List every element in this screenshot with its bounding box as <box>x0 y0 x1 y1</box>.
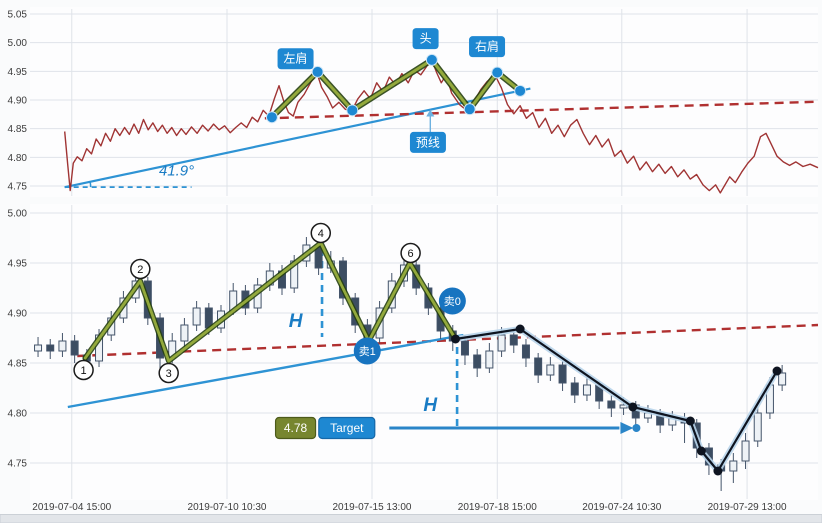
pattern-dot <box>491 66 504 79</box>
y-tick-label: 4.90 <box>8 309 28 320</box>
y-tick-label: 4.75 <box>8 459 28 470</box>
y-tick-label: 5.05 <box>8 10 28 21</box>
number-label-1: 1 <box>81 365 87 377</box>
number-circle-4 <box>310 222 332 244</box>
badge-neckline-label: 预线 <box>416 135 440 149</box>
pattern-dot <box>463 103 476 116</box>
y-tick-label: 4.80 <box>8 409 28 420</box>
sell-marker-label-0: 卖1 <box>359 345 376 358</box>
trendline-bottom <box>67 333 464 409</box>
candle-body <box>34 344 43 352</box>
number-circle-6 <box>400 242 421 264</box>
number-circle-3 <box>158 362 179 384</box>
projection-dot <box>696 446 706 456</box>
target-badge-bg <box>318 416 376 440</box>
pattern-dot <box>425 53 438 66</box>
y-tick-label: 4.85 <box>8 359 28 370</box>
candle-body <box>753 412 762 442</box>
projection-dot <box>515 324 525 334</box>
angle-arc <box>89 181 92 188</box>
projection-dot <box>451 334 461 344</box>
badge-left-shoulder-label: 左肩 <box>284 51 308 66</box>
y-tick-label: 4.85 <box>8 124 28 135</box>
y-tick-label: 5.00 <box>8 209 28 220</box>
candle-body <box>509 334 518 346</box>
candle-body <box>521 344 530 359</box>
y-tick-label: 4.90 <box>8 95 28 106</box>
candle-body <box>741 440 750 462</box>
target-arrowhead <box>620 422 634 434</box>
badge-right-shoulder-label: 右肩 <box>475 39 499 54</box>
pattern-dot <box>346 104 359 117</box>
candle-body <box>58 340 67 352</box>
pattern-dot <box>265 111 278 124</box>
candle-body <box>582 384 591 396</box>
bottom-panel-background <box>30 204 818 500</box>
trendline-dashed-red <box>77 323 819 358</box>
number-label-3: 3 <box>166 368 172 380</box>
candle-body <box>546 364 555 376</box>
projection-dot <box>772 366 782 376</box>
candle-body <box>570 382 579 396</box>
number-label-2: 2 <box>137 264 143 276</box>
badge-left-shoulder-bg <box>277 48 314 70</box>
y-tick-label: 4.75 <box>8 181 28 192</box>
y-tick-label: 4.80 <box>8 153 28 164</box>
candle-body <box>607 400 616 409</box>
angle-label: 41.9° <box>159 163 194 180</box>
candle-body <box>534 357 543 376</box>
candle-body <box>180 324 189 342</box>
sell-marker-label-1: 卖0 <box>444 295 461 308</box>
target-badge-label: Target <box>330 421 364 435</box>
pattern-dot <box>514 84 527 97</box>
horizontal-scrollbar[interactable] <box>0 514 822 523</box>
y-tick-label: 4.95 <box>8 67 28 78</box>
number-circle-1 <box>73 359 94 381</box>
candle-body <box>70 340 79 356</box>
number-circle-2 <box>130 258 151 280</box>
badge-head-bg <box>412 28 439 50</box>
trendline-top <box>64 87 531 189</box>
sell-marker-1 <box>438 287 466 315</box>
badge-neckline-bg <box>409 131 446 153</box>
x-tick-label: 2019-07-29 13:00 <box>708 502 787 513</box>
candle-body <box>497 334 506 352</box>
price-line <box>64 59 819 194</box>
x-tick-label: 2019-07-24 10:30 <box>582 502 661 513</box>
neckline-dashed <box>264 100 819 120</box>
number-label-6: 6 <box>408 248 414 260</box>
sell-marker-0 <box>353 337 381 365</box>
projection-dot <box>713 466 723 476</box>
badge-head-label: 头 <box>420 32 432 46</box>
candle-body <box>558 364 567 384</box>
y-tick-label: 4.95 <box>8 259 28 270</box>
projection-dot <box>628 402 638 412</box>
pattern-dot <box>311 65 324 78</box>
candle-body <box>473 354 482 369</box>
candle-body <box>192 307 201 326</box>
projection-dot <box>685 416 695 426</box>
candle-body <box>485 350 494 369</box>
y-tick-label: 5.00 <box>8 38 28 49</box>
x-tick-label: 2019-07-04 15:00 <box>32 502 111 513</box>
target-value-badge-label: 4.78 <box>284 421 308 435</box>
target-point-dot <box>632 424 641 432</box>
candle-body <box>46 344 55 352</box>
candle-body <box>778 372 787 386</box>
badge-right-shoulder-bg <box>469 36 506 58</box>
h-label-1: H <box>289 311 304 332</box>
x-tick-label: 2019-07-10 10:30 <box>188 502 267 513</box>
x-tick-label: 2019-07-18 15:00 <box>458 502 537 513</box>
x-tick-label: 2019-07-15 13:00 <box>333 502 412 513</box>
candle-body <box>460 340 469 356</box>
h-label-2: H <box>423 395 438 416</box>
number-label-4: 4 <box>318 228 324 240</box>
candle-body <box>729 460 738 472</box>
neckline-arrowhead <box>426 109 435 117</box>
target-value-badge-bg <box>274 416 317 440</box>
